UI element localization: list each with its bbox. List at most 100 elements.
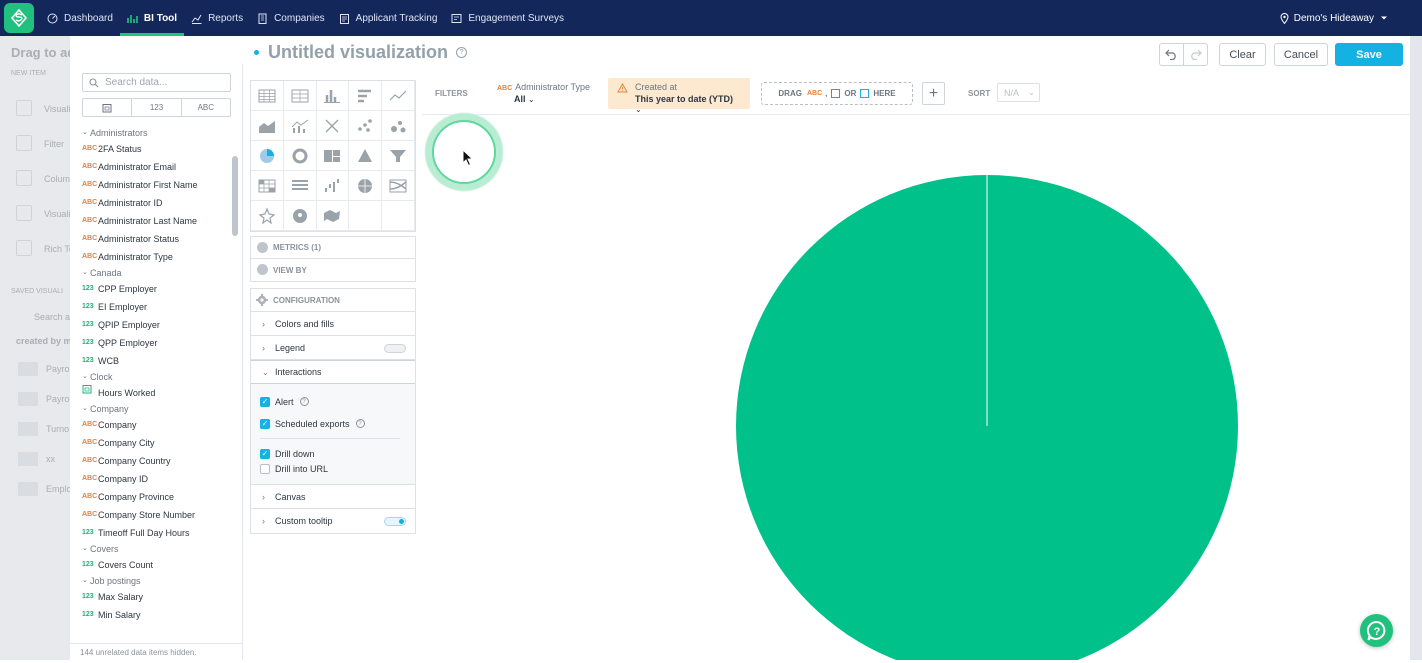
catalog-item[interactable]: ABC Administrator Email [82,158,230,176]
catalog-item[interactable]: ABC Company Store Number [82,506,230,524]
viz-type-sankey-chart[interactable] [382,171,415,201]
administrator-type-filter[interactable]: ABC Administrator Type All ⌄ [497,82,590,114]
catalog-scrollbar[interactable] [232,156,238,236]
viz-type-region-map[interactable] [316,201,350,231]
nav-item-companies[interactable]: Companies [250,0,332,36]
help-icon[interactable]: ? [456,47,468,58]
catalog-group-header[interactable]: ⌄ Canada [82,266,230,280]
help-icon[interactable]: ? [299,397,309,406]
nav-item-dashboard[interactable]: Dashboard [40,0,120,36]
canvas-row[interactable]: › Canvas [251,485,415,509]
catalog-item[interactable]: 123 QPIP Employer [82,316,230,334]
catalog-item[interactable]: 123 EI Employer [82,298,230,316]
catalog-group-name: Administrators [90,128,148,138]
legend-toggle[interactable] [384,344,406,353]
viz-type-pushpin-map[interactable] [283,201,317,231]
viz-type-combo-chart[interactable] [283,111,317,141]
add-filter-button[interactable]: + [922,82,945,105]
visualization-title[interactable]: Untitled visualization [268,42,449,62]
viz-type-funnel-chart[interactable] [382,141,415,171]
viz-type-pie-chart[interactable] [251,141,284,171]
viz-type-bar-chart[interactable] [349,81,383,111]
catalog-item[interactable]: ABC Administrator First Name [82,176,230,194]
alert-checkbox[interactable]: ✓ Alert? [260,394,415,409]
filter-drop-zone[interactable]: DRAG ABC, OR HERE [761,82,913,105]
catalog-item[interactable]: ABC Administrator Last Name [82,212,230,230]
catalog-item[interactable]: ABC Administrator ID [82,194,230,212]
catalog-item[interactable]: ABC Company Country [82,452,230,470]
undo-button[interactable] [1159,43,1184,66]
clear-button[interactable]: Clear [1219,43,1266,66]
catalog-item[interactable]: 123 Covers Count [82,556,230,574]
view-by-section[interactable]: VIEW BY [250,259,416,282]
catalog-item[interactable]: ABC Company Province [82,488,230,506]
catalog-item[interactable]: ABC Administrator Type [82,248,230,266]
drill-down-checkbox[interactable]: ✓ Drill down [260,446,415,461]
donut-chart-icon [292,148,308,163]
colors-and-fills-row[interactable]: › Colors and fills [251,312,415,336]
viz-type-dependency-wheel[interactable] [251,201,284,231]
legend-row[interactable]: › Legend [251,336,415,360]
undo-icon [1165,49,1176,60]
svg-text:?: ? [1373,626,1380,638]
help-icon[interactable]: ? [355,419,365,428]
catalog-item[interactable]: 123 Max Salary [82,588,230,606]
custom-tooltip-toggle[interactable] [384,517,406,526]
type-filter-number[interactable]: 123 [132,99,182,116]
help-chat-button[interactable]: ? [1360,614,1393,647]
catalog-item[interactable]: 123 Min Salary [82,606,230,624]
type-filter-text[interactable]: ABC [197,103,215,112]
catalog-group-header[interactable]: ⌄ Administrators [82,126,230,140]
catalog-item[interactable]: ABC 2FA Status [82,140,230,158]
catalog-group-header[interactable]: ⌄ Covers [82,542,230,556]
catalog-item[interactable]: ABC Administrator Status [82,230,230,248]
viz-type-line-chart[interactable] [382,81,415,111]
catalog-item-label: WCB [98,356,119,366]
catalog-item[interactable]: 123 Timeoff Full Day Hours [82,524,230,542]
viz-type-area-chart[interactable] [251,111,284,141]
drill-url-checkbox[interactable]: Drill into URL [260,461,415,476]
catalog-item[interactable]: ABC Company City [82,434,230,452]
viz-type-treemap[interactable] [316,141,350,171]
created-at-filter[interactable]: Created at This year to date (YTD) ⌄ [608,78,750,114]
custom-tooltip-row[interactable]: › Custom tooltip [251,509,415,533]
app-logo-icon[interactable] [4,3,34,33]
nav-item-reports[interactable]: Reports [184,0,250,36]
catalog-item-label: Company Province [98,492,175,502]
catalog-item[interactable]: Hours Worked [82,384,230,402]
viz-type-scatter-plot[interactable] [349,111,383,141]
viz-type-heatmap[interactable] [251,171,284,201]
nav-item-bi-tool[interactable]: BI Tool [119,0,185,36]
catalog-item[interactable]: ABC Company [82,416,230,434]
catalog-item[interactable]: 123 CPP Employer [82,280,230,298]
viz-type-pyramid-chart[interactable] [349,141,383,171]
viz-type-bubble-chart[interactable] [382,111,415,141]
catalog-item[interactable]: 123 WCB [82,352,230,370]
catalog-group-header[interactable]: ⌄ Company [82,402,230,416]
catalog-search-input[interactable]: Search data... [82,73,231,92]
cancel-button[interactable]: Cancel [1274,43,1328,66]
type-filter-date[interactable] [83,99,133,116]
viz-type-repeater[interactable] [283,171,317,201]
catalog-group-header[interactable]: ⌄ Clock [82,370,230,384]
catalog-item[interactable]: 123 QPP Employer [82,334,230,352]
save-button[interactable]: Save [1335,43,1403,66]
viz-type-table[interactable] [251,81,284,111]
viz-type-bullet-chart[interactable] [316,111,350,141]
viz-type-waterfall[interactable] [316,171,350,201]
viz-type-headline[interactable] [283,81,317,111]
metrics-section[interactable]: METRICS (1) [250,236,416,259]
viz-type-donut-chart[interactable] [283,141,317,171]
scheduled-exports-checkbox[interactable]: ✓ Scheduled exports? [260,416,415,431]
viz-type-column-chart[interactable] [316,81,350,111]
viz-type-geo-chart[interactable] [349,171,383,201]
catalog-item-label: Administrator Type [98,252,173,262]
catalog-group-header[interactable]: ⌄ Job postings [82,574,230,588]
sort-select[interactable]: N/A ⌄ [997,83,1040,102]
interactions-row[interactable]: ⌄ Interactions [251,360,415,384]
nav-item-engagement-surveys[interactable]: Engagement Surveys [444,0,571,36]
redo-button[interactable] [1183,43,1208,66]
location-selector[interactable]: Demo's Hideaway [1280,0,1388,36]
catalog-item[interactable]: ABC Company ID [82,470,230,488]
nav-item-applicant-tracking[interactable]: Applicant Tracking [332,0,445,36]
